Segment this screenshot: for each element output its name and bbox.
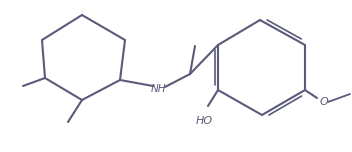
Text: HO: HO <box>195 116 213 126</box>
Text: O: O <box>320 97 329 107</box>
Text: NH: NH <box>150 84 166 94</box>
